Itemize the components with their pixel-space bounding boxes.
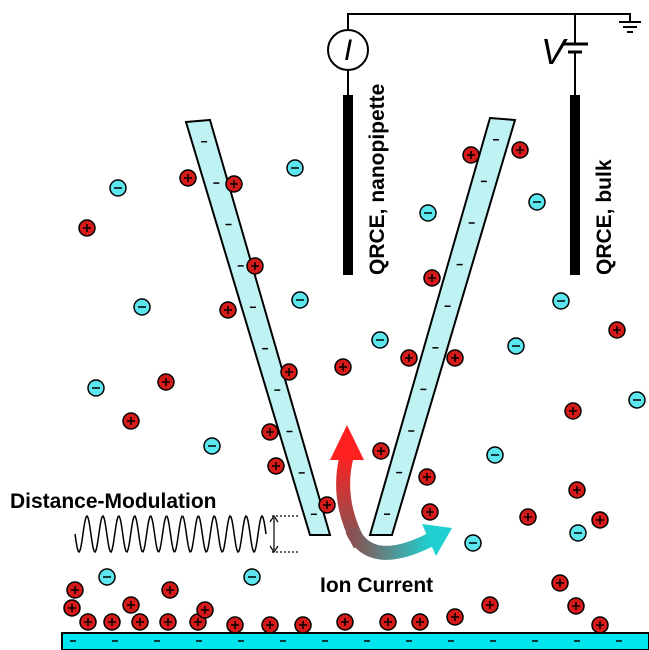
electrode-label: QRCE, nanopipette bbox=[366, 84, 389, 275]
sine-wave bbox=[74, 514, 267, 554]
electrode bbox=[570, 95, 580, 275]
substrate bbox=[61, 632, 649, 650]
ions bbox=[63, 141, 646, 634]
voltage-symbol: V bbox=[541, 31, 568, 72]
circuit bbox=[327, 13, 641, 95]
amplitude-marker bbox=[269, 514, 300, 554]
pipette-wall bbox=[368, 116, 517, 536]
arrow-head bbox=[422, 524, 452, 556]
current-arrow bbox=[345, 526, 434, 560]
electrode-label: QRCE, bulk bbox=[593, 159, 616, 275]
current-label: Ion Current bbox=[320, 574, 433, 597]
current-symbol: I bbox=[344, 34, 352, 67]
pipette-wall bbox=[184, 118, 332, 536]
arrow-head bbox=[330, 425, 364, 460]
electrode bbox=[343, 95, 353, 275]
modulation-label: Distance-Modulation bbox=[10, 490, 217, 513]
